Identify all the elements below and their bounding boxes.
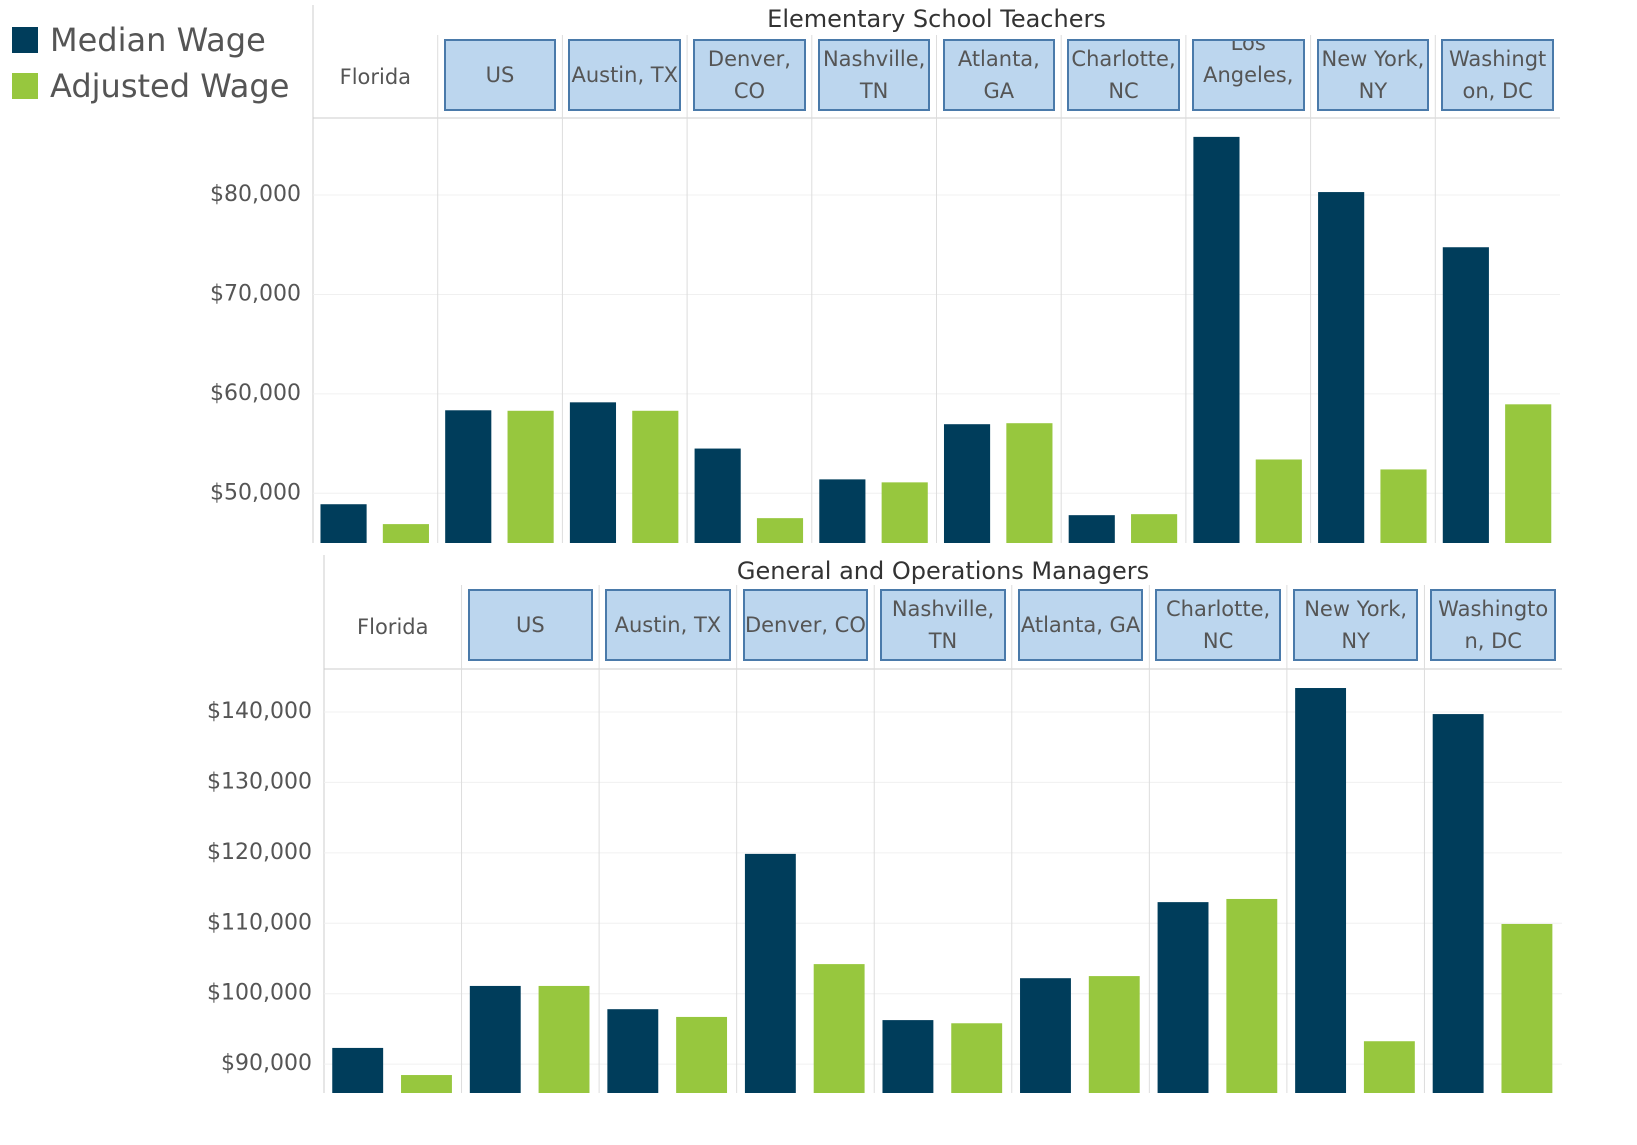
legend-label: Median Wage — [50, 21, 266, 59]
bar — [469, 985, 521, 1093]
chart-title: Elementary School Teachers — [767, 5, 1106, 33]
bar — [632, 410, 679, 543]
bar — [694, 448, 741, 543]
bar — [1088, 976, 1140, 1093]
y-tick-label: $120,000 — [207, 840, 312, 865]
bar — [538, 985, 590, 1093]
bar — [1255, 459, 1302, 543]
header-cell: Atlanta, GA — [1017, 589, 1144, 661]
legend-label: Adjusted Wage — [50, 67, 289, 105]
column-header: Charlotte, NC — [1067, 39, 1180, 111]
column-header: Florida — [357, 615, 429, 639]
header-cell: New York, NY — [1316, 39, 1430, 111]
column-header: Denver, CO — [693, 39, 806, 111]
bar — [1318, 192, 1365, 543]
legend-swatch — [12, 27, 38, 53]
header-cell: Washington, DC — [1441, 39, 1554, 111]
header-cell: Nashville, TN — [880, 589, 1006, 661]
bar — [1380, 469, 1427, 543]
bar — [1442, 247, 1489, 544]
bar — [882, 1020, 934, 1093]
column-header: Florida — [339, 65, 412, 89]
bar — [382, 524, 429, 543]
header-cell: Atlanta, GA — [942, 39, 1056, 111]
bar — [607, 1009, 659, 1093]
column-header: New York, NY — [1316, 39, 1430, 111]
column-header: Denver, CO — [742, 589, 869, 661]
header-cell: Florida — [339, 65, 412, 89]
bar — [744, 853, 796, 1093]
y-tick-label: $50,000 — [210, 480, 301, 505]
bar — [1226, 898, 1278, 1093]
header-cell: Denver, CO — [742, 589, 869, 661]
bar — [813, 964, 865, 1093]
column-header: Atlanta, GA — [942, 39, 1056, 111]
bar — [1501, 923, 1553, 1093]
bar — [676, 1016, 728, 1093]
column-header: Atlanta, GA — [1017, 589, 1144, 661]
y-tick-label: $100,000 — [207, 981, 312, 1006]
column-header: New York, NY — [1292, 589, 1419, 661]
bar — [1295, 688, 1347, 1093]
column-header: Washington, DC — [1430, 589, 1556, 661]
bar — [1068, 515, 1115, 543]
y-tick-label: $90,000 — [221, 1051, 312, 1076]
bar — [943, 424, 991, 543]
bar — [320, 504, 367, 543]
bar — [1505, 404, 1552, 543]
header-cell: US — [467, 589, 594, 661]
header-cell: Austin, TX — [605, 589, 731, 661]
header-cell: Austin, TX — [568, 39, 682, 111]
header-cell: Florida — [357, 615, 429, 639]
y-tick-label: $70,000 — [210, 281, 301, 306]
legend-swatch — [12, 73, 38, 99]
header-cell: Denver, CO — [693, 39, 806, 111]
column-header: Los Angeles, .. — [1191, 39, 1305, 111]
y-tick-label: $140,000 — [207, 699, 312, 724]
y-tick-label: $110,000 — [207, 910, 312, 935]
y-tick-label: $60,000 — [210, 381, 301, 406]
header-cell: US — [443, 39, 557, 111]
header-cell: Charlotte, NC — [1067, 39, 1180, 111]
bar — [401, 1075, 452, 1093]
bar — [1006, 423, 1053, 543]
bar — [1157, 902, 1209, 1093]
header-cell: Nashville, TN — [817, 39, 931, 111]
bar — [1193, 136, 1240, 543]
bar — [951, 1023, 1003, 1093]
column-header: US — [443, 39, 557, 111]
header-cell: Los Angeles, .. — [1191, 39, 1305, 111]
header-cell: Charlotte, NC — [1155, 589, 1281, 661]
bar — [332, 1047, 384, 1093]
bar — [819, 479, 866, 543]
bar — [507, 410, 554, 543]
bar — [1131, 514, 1178, 543]
y-tick-label: $130,000 — [207, 769, 312, 794]
bar — [756, 518, 804, 543]
column-header: Austin, TX — [605, 589, 731, 661]
column-header: Nashville, TN — [817, 39, 931, 111]
header-cell: Washington, DC — [1430, 589, 1556, 661]
column-header: US — [467, 589, 594, 661]
bar — [445, 410, 492, 543]
bar — [1363, 1041, 1415, 1093]
chart-title: General and Operations Managers — [737, 557, 1149, 585]
header-cell: New York, NY — [1292, 589, 1419, 661]
bar — [881, 482, 928, 543]
column-header: Austin, TX — [568, 39, 682, 111]
column-header: Washington, DC — [1441, 39, 1554, 111]
bar — [1432, 714, 1484, 1093]
column-header: Charlotte, NC — [1155, 589, 1281, 661]
y-tick-label: $80,000 — [210, 182, 301, 207]
bar — [1020, 978, 1071, 1093]
bar — [569, 402, 617, 543]
column-header: Nashville, TN — [880, 589, 1006, 661]
